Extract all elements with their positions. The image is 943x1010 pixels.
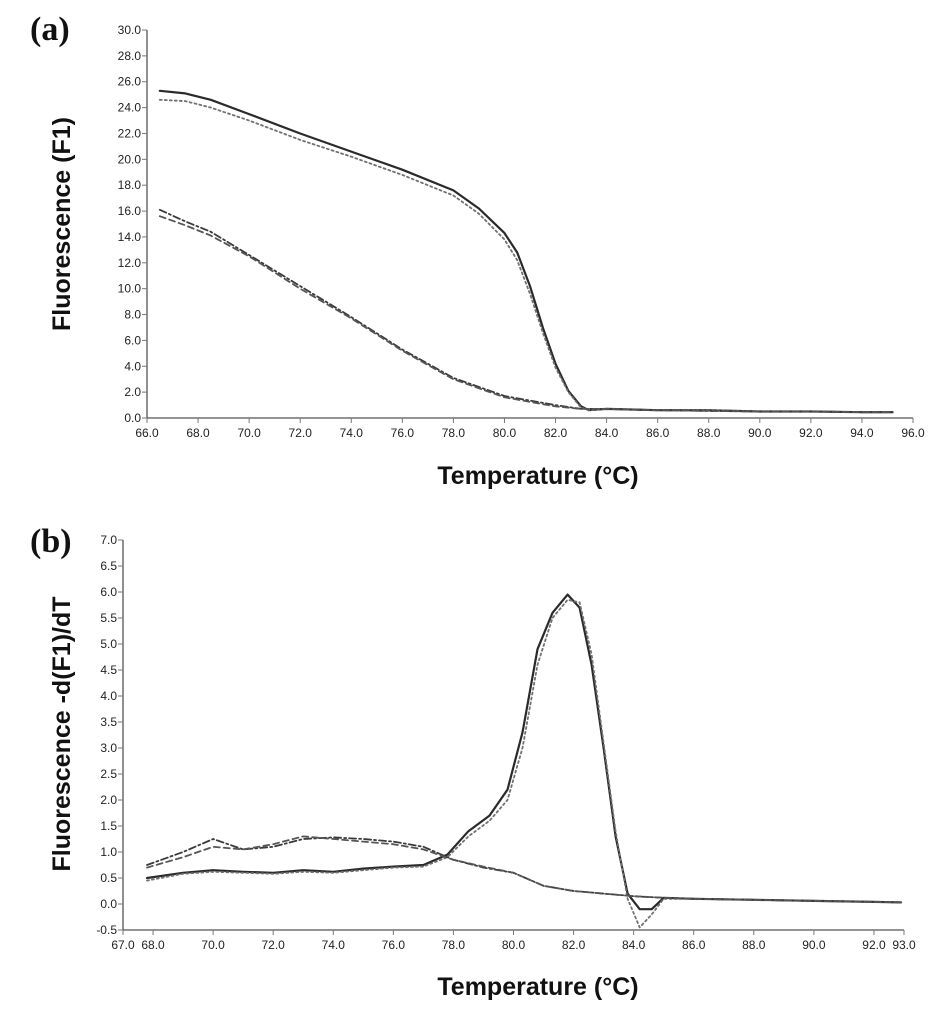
panel-b: (b) -0.5 0.0 0.5 1.0 1.5 2.0 2.5 3.0 3.5 4.0 4.5 5.…	[30, 523, 916, 1001]
panel-a-y-tick-label: 26.0	[118, 75, 142, 89]
panel-a-y-tick-label: 8.0	[124, 308, 141, 322]
panel-b-y-tick-label: 4.5	[100, 663, 117, 677]
panel-b-y-tick-label: 7.0	[100, 533, 117, 547]
panel-b-x-tick-label: 86.0	[682, 938, 706, 952]
panel-a-x-tick-label: 68.0	[186, 426, 210, 440]
panel-a-x-tick-label: 66.0	[135, 426, 159, 440]
panel-a-y-tick-label: 10.0	[118, 282, 142, 296]
panel-b-y-tick-label: 1.5	[100, 819, 117, 833]
panel-a-x-tick-label: 80.0	[493, 426, 517, 440]
panel-a-y-tick-label: 30.0	[118, 23, 142, 37]
panel-a-label: (a)	[30, 11, 70, 48]
panel-a-x-tick-label: 90.0	[748, 426, 772, 440]
panel-a-y-tick-label: 2.0	[124, 385, 141, 399]
panel-b-y-tick-label: 2.0	[100, 793, 117, 807]
panel-b-y-tick-label: 4.0	[100, 689, 117, 703]
panel-b-y-tick-label: 0.0	[100, 897, 117, 911]
panel-a-x-tick-label: 82.0	[544, 426, 568, 440]
panel-b-y-tick-label: 5.5	[100, 611, 117, 625]
panel-a-y-tick-label: 4.0	[124, 359, 141, 373]
panel-a: (a) 0.0 2.0 4.0 6.0 8.0 10.0 12.0 14.0 16.0 18.0 2…	[30, 11, 925, 490]
panel-b-ticks: -0.5 0.0 0.5 1.0 1.5 2.0 2.5 3.0 3.5 4.0 4.5 5.0 5.5…	[96, 533, 916, 952]
panel-b-y-tick-label: 1.0	[100, 845, 117, 859]
panel-b-x-tick-label: 93.0	[892, 938, 916, 952]
panel-b-x-tick-label: 88.0	[742, 938, 766, 952]
panel-a-series-line-4	[158, 215, 894, 414]
panel-b-x-tick-label: 90.0	[802, 938, 826, 952]
panel-a-x-axis-title: Temperature (°C)	[437, 462, 638, 490]
panel-a-y-tick-label: 16.0	[118, 204, 142, 218]
panel-b-series	[145, 593, 903, 929]
panel-b-y-tick-label: 3.5	[100, 715, 117, 729]
panel-b-x-tick-label: 92.0	[862, 938, 886, 952]
panel-a-x-tick-label: 78.0	[442, 426, 466, 440]
panel-a-x-tick-label: 74.0	[340, 426, 364, 440]
panel-b-x-tick-label: 72.0	[262, 938, 286, 952]
panel-a-x-tick-label: 76.0	[391, 426, 415, 440]
panel-a-y-tick-label: 12.0	[118, 256, 142, 270]
panel-b-x-axis-title: Temperature (°C)	[437, 973, 638, 1001]
panel-a-y-tick-label: 28.0	[118, 49, 142, 63]
panel-a-y-tick-label: 24.0	[118, 101, 142, 115]
panel-a-series-line-3	[158, 208, 894, 414]
panel-b-x-tick-label: 67.0	[111, 938, 135, 952]
panel-b-x-tick-label: 76.0	[382, 938, 406, 952]
panel-b-y-tick-label: 6.0	[100, 585, 117, 599]
panel-b-x-tick-label: 80.0	[502, 938, 526, 952]
panel-b-y-tick-label: -0.5	[96, 923, 117, 937]
panel-a-y-tick-label: 14.0	[118, 230, 142, 244]
panel-b-x-tick-label: 78.0	[442, 938, 466, 952]
panel-a-x-tick-label: 84.0	[595, 426, 619, 440]
panel-a-y-tick-label: 6.0	[124, 333, 141, 347]
panel-a-x-tick-label: 94.0	[850, 426, 874, 440]
panel-a-x-tick-label: 86.0	[646, 426, 670, 440]
panel-b-series-line-4	[146, 835, 902, 904]
panel-a-x-tick-label: 72.0	[289, 426, 313, 440]
panel-a-series	[158, 89, 894, 414]
panel-b-y-tick-label: 6.5	[100, 559, 117, 573]
panel-b-series-line-3	[146, 836, 902, 904]
panel-a-y-axis-title: Fluorescence (F1)	[48, 117, 76, 331]
panel-b-x-tick-label: 68.0	[141, 938, 165, 952]
panel-b-series-line-2	[146, 598, 902, 929]
panel-b-y-tick-label: 5.0	[100, 637, 117, 651]
panel-a-x-tick-label: 92.0	[799, 426, 823, 440]
panel-a-ticks: 0.0 2.0 4.0 6.0 8.0 10.0 12.0 14.0 16.0 18.0 20.0 2…	[118, 23, 925, 440]
panel-a-x-tick-label: 70.0	[237, 426, 261, 440]
panel-b-y-axis-title: Fluorescence -d(F1)/dT	[48, 596, 76, 871]
panel-a-x-tick-label: 96.0	[901, 426, 925, 440]
panel-b-x-tick-label: 74.0	[322, 938, 346, 952]
panel-a-y-tick-label: 22.0	[118, 126, 142, 140]
panel-b-label: (b)	[30, 523, 72, 560]
panel-b-y-tick-label: 2.5	[100, 767, 117, 781]
panel-b-x-tick-label: 84.0	[622, 938, 646, 952]
panel-b-y-tick-label: 0.5	[100, 871, 117, 885]
panel-b-x-tick-label: 82.0	[562, 938, 586, 952]
panel-a-y-tick-label: 20.0	[118, 152, 142, 166]
panel-a-series-line-1	[158, 89, 894, 414]
panel-a-y-tick-label: 18.0	[118, 178, 142, 192]
panel-a-y-tick-label: 0.0	[124, 411, 141, 425]
panel-b-series-line-1	[145, 593, 903, 911]
panel-b-x-tick-label: 70.0	[201, 938, 225, 952]
panel-a-series-line-2	[158, 98, 894, 414]
panel-a-x-tick-label: 88.0	[697, 426, 721, 440]
panel-b-y-tick-label: 3.0	[100, 741, 117, 755]
